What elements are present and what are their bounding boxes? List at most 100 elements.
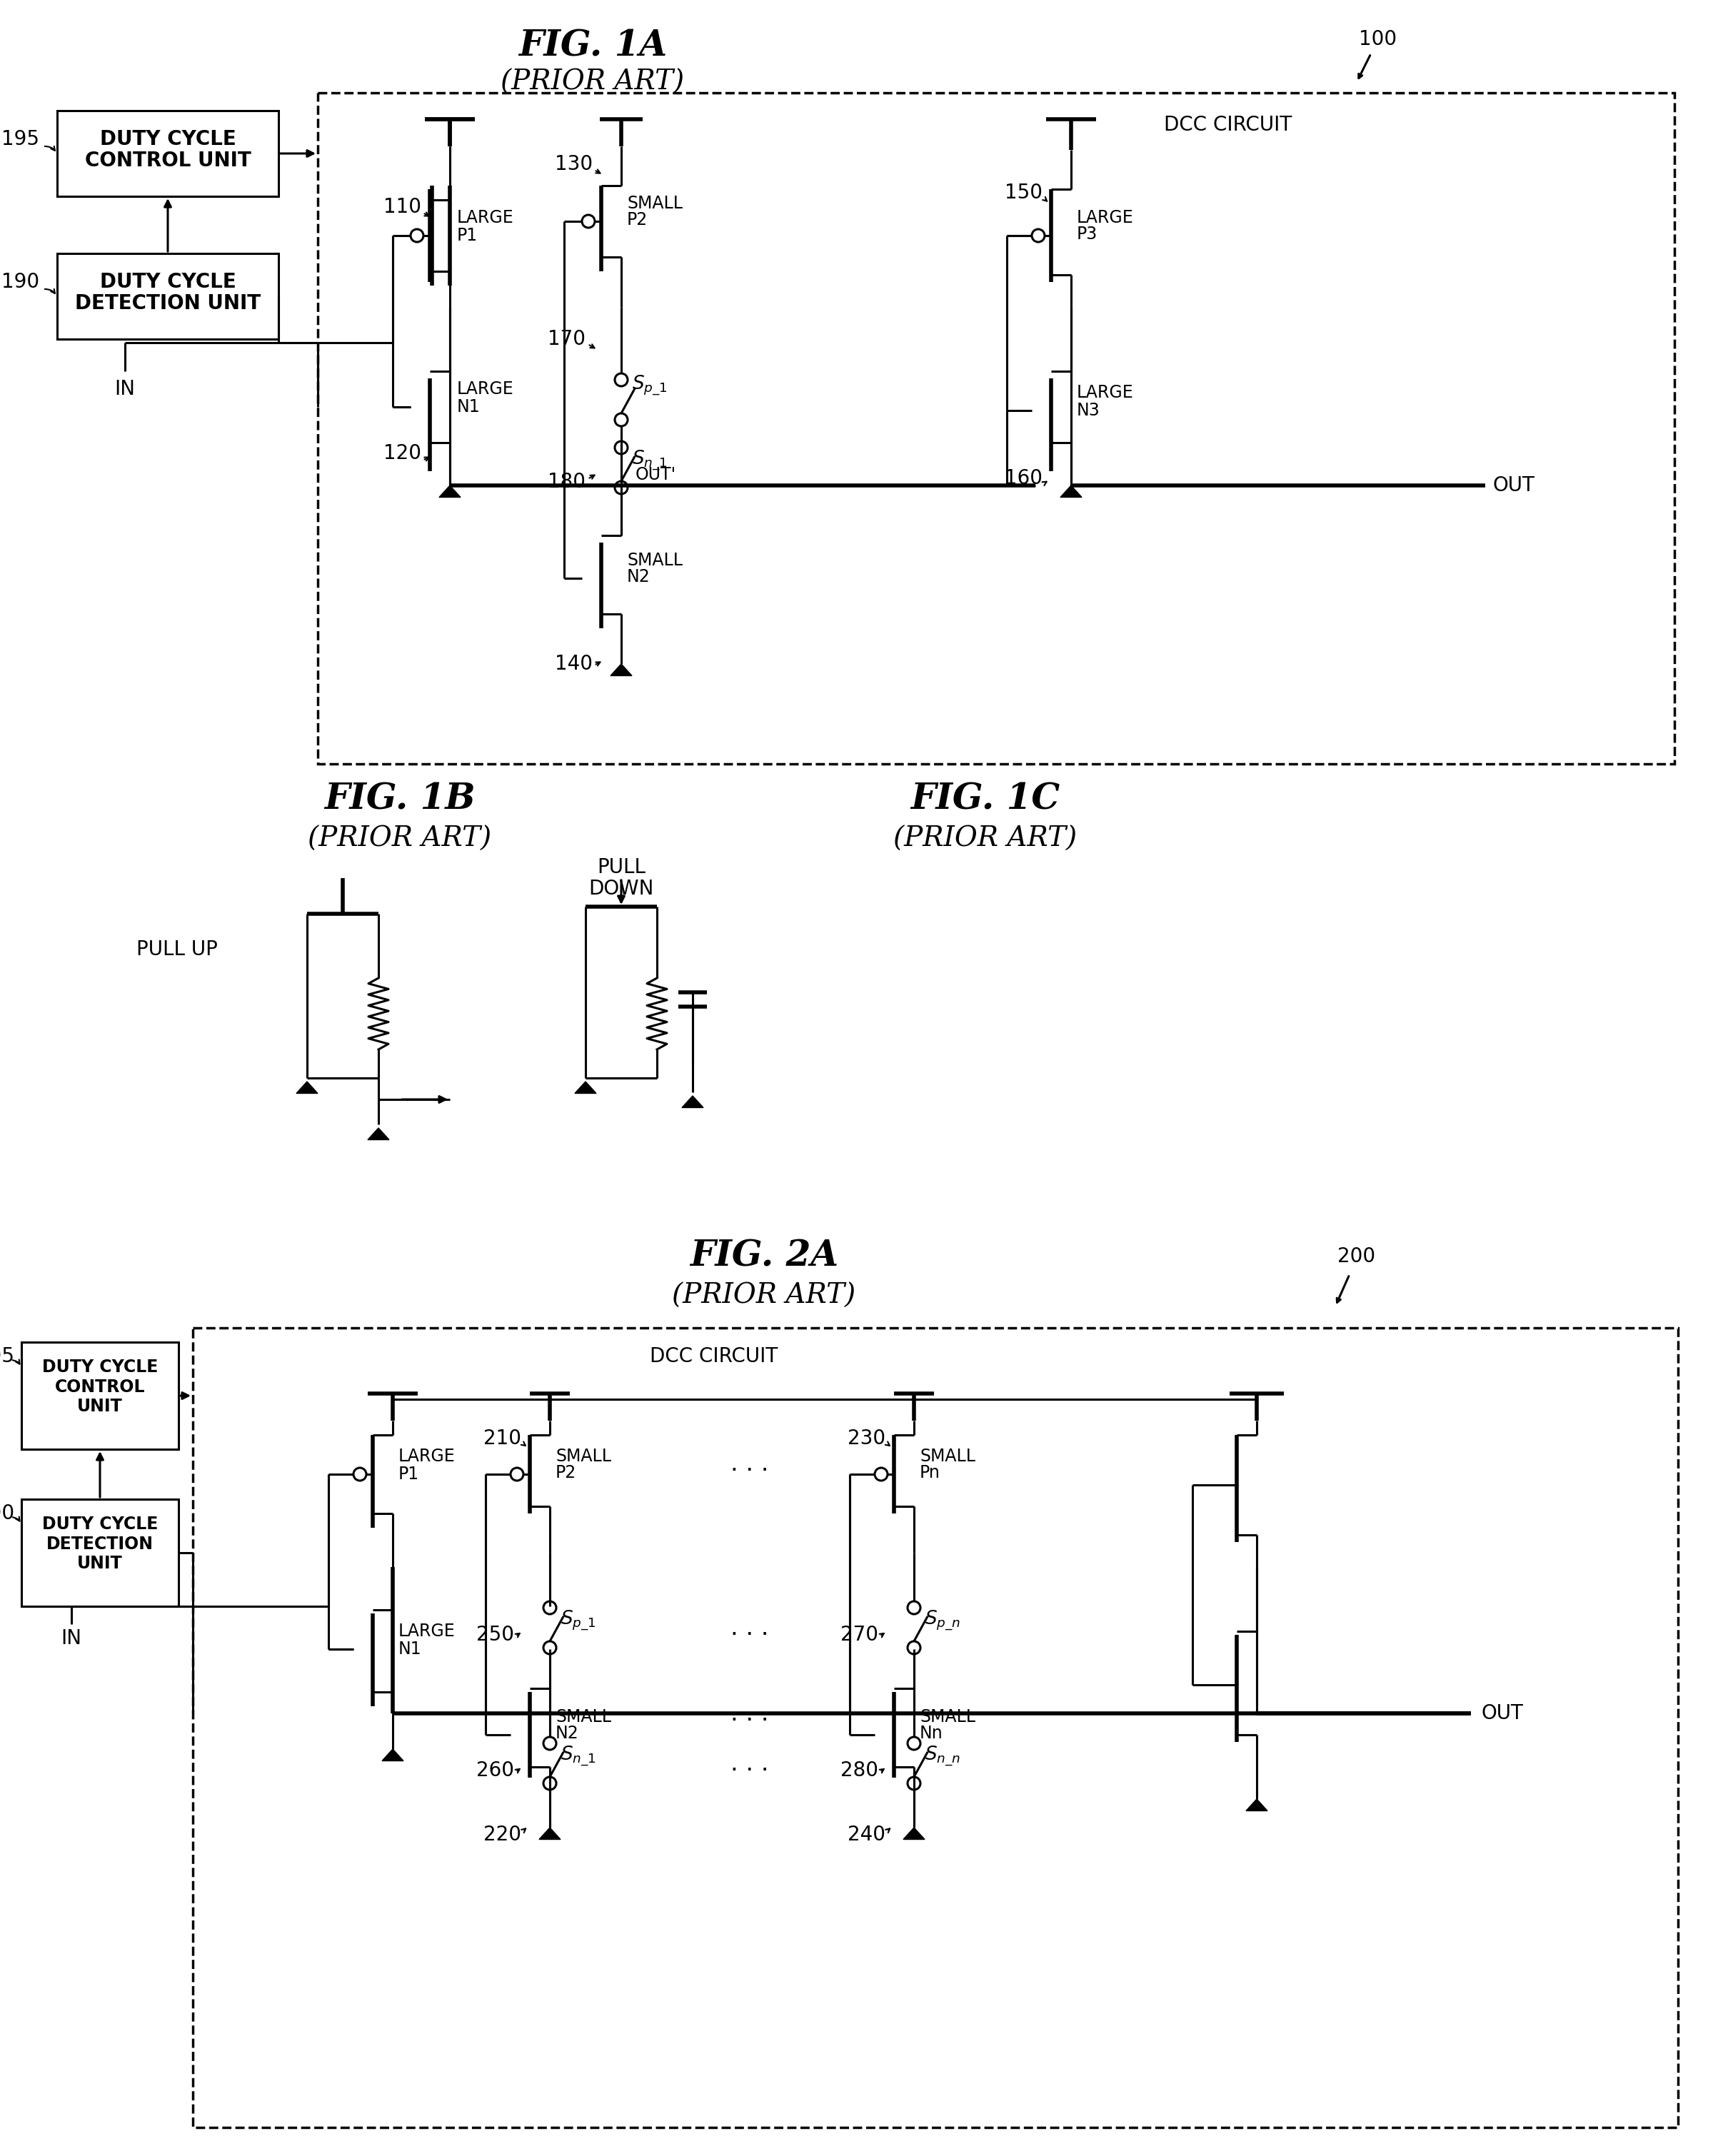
Text: 210: 210 xyxy=(484,1429,522,1449)
Bar xyxy=(57,254,279,338)
Polygon shape xyxy=(296,1082,317,1093)
Text: IN: IN xyxy=(61,1628,81,1649)
Text: Nn: Nn xyxy=(920,1725,943,1742)
Text: DUTY CYCLE: DUTY CYCLE xyxy=(101,272,236,291)
Text: SMALL: SMALL xyxy=(920,1708,976,1725)
Text: Pn: Pn xyxy=(920,1464,941,1481)
Text: (PRIOR ART): (PRIOR ART) xyxy=(894,826,1078,852)
Text: DUTY CYCLE: DUTY CYCLE xyxy=(42,1358,158,1376)
Text: $S_{p\_n}$: $S_{p\_n}$ xyxy=(925,1608,960,1632)
Text: . . .: . . . xyxy=(731,1451,769,1475)
Text: DETECTION: DETECTION xyxy=(47,1535,154,1552)
Text: 170: 170 xyxy=(548,330,586,349)
Text: LARGE: LARGE xyxy=(458,379,515,397)
Text: 110: 110 xyxy=(383,196,421,218)
Text: $S_{n\_n}$: $S_{n\_n}$ xyxy=(925,1744,960,1768)
Text: DCC CIRCUIT: DCC CIRCUIT xyxy=(650,1348,778,1367)
Text: CONTROL: CONTROL xyxy=(55,1378,146,1395)
Text: 120: 120 xyxy=(383,444,421,464)
Text: P3: P3 xyxy=(1076,226,1097,244)
Text: SMALL: SMALL xyxy=(920,1449,976,1464)
Text: 270: 270 xyxy=(841,1626,879,1645)
Bar xyxy=(317,93,1674,763)
Text: UNIT: UNIT xyxy=(78,1397,123,1414)
Text: FIG. 1A: FIG. 1A xyxy=(518,28,667,65)
Text: 140: 140 xyxy=(555,653,593,675)
Polygon shape xyxy=(681,1095,704,1108)
Text: 295: 295 xyxy=(0,1348,14,1367)
Text: P2: P2 xyxy=(556,1464,577,1481)
Text: 250: 250 xyxy=(477,1626,515,1645)
Text: 190: 190 xyxy=(2,272,40,291)
Polygon shape xyxy=(367,1128,390,1141)
Text: LARGE: LARGE xyxy=(1076,209,1133,226)
Text: OUT: OUT xyxy=(1492,476,1534,496)
Text: 230: 230 xyxy=(847,1429,886,1449)
Text: $S_{n\_1}$: $S_{n\_1}$ xyxy=(560,1744,596,1768)
Text: PULL: PULL xyxy=(596,858,645,877)
Text: N2: N2 xyxy=(627,569,650,586)
Text: 220: 220 xyxy=(484,1824,522,1846)
Text: N3: N3 xyxy=(1076,401,1100,418)
Text: 130: 130 xyxy=(555,155,593,175)
Text: FIG. 2A: FIG. 2A xyxy=(690,1240,839,1274)
Polygon shape xyxy=(610,664,633,675)
Text: LARGE: LARGE xyxy=(458,209,515,226)
Text: LARGE: LARGE xyxy=(1076,384,1133,401)
Text: DETECTION UNIT: DETECTION UNIT xyxy=(75,293,260,313)
Text: 160: 160 xyxy=(1005,468,1043,487)
Polygon shape xyxy=(1246,1798,1267,1811)
Text: 195: 195 xyxy=(2,129,40,149)
Bar xyxy=(21,1343,178,1449)
Bar xyxy=(192,1328,1678,2128)
Text: 240: 240 xyxy=(847,1824,886,1846)
Text: DOWN: DOWN xyxy=(589,880,653,899)
Text: P2: P2 xyxy=(627,211,648,229)
Text: 200: 200 xyxy=(1338,1246,1376,1266)
Text: 280: 280 xyxy=(841,1761,879,1781)
Text: P1: P1 xyxy=(399,1466,419,1483)
Text: DUTY CYCLE: DUTY CYCLE xyxy=(42,1516,158,1533)
Text: 260: 260 xyxy=(477,1761,515,1781)
Text: P1: P1 xyxy=(458,226,478,244)
Text: N1: N1 xyxy=(399,1641,421,1658)
Text: UNIT: UNIT xyxy=(78,1554,123,1572)
Text: N2: N2 xyxy=(556,1725,579,1742)
Text: $S_{n\_1}$: $S_{n\_1}$ xyxy=(633,448,667,472)
Text: SMALL: SMALL xyxy=(627,194,683,211)
Text: FIG. 1B: FIG. 1B xyxy=(324,783,475,817)
Text: DUTY CYCLE: DUTY CYCLE xyxy=(101,129,236,149)
Text: . . .: . . . xyxy=(731,1617,769,1639)
Polygon shape xyxy=(903,1828,925,1839)
Text: N1: N1 xyxy=(458,399,480,416)
Text: CONTROL UNIT: CONTROL UNIT xyxy=(85,151,251,170)
Polygon shape xyxy=(381,1749,404,1761)
Text: (PRIOR ART): (PRIOR ART) xyxy=(501,69,685,95)
Polygon shape xyxy=(1061,485,1081,498)
Text: IN: IN xyxy=(114,379,135,399)
Text: 150: 150 xyxy=(1005,183,1043,203)
Text: $S_{p\_1}$: $S_{p\_1}$ xyxy=(560,1608,596,1632)
Text: $S_{p\_1}$: $S_{p\_1}$ xyxy=(633,373,667,397)
Text: . . .: . . . xyxy=(731,1701,769,1725)
Text: LARGE: LARGE xyxy=(399,1623,456,1641)
Polygon shape xyxy=(438,485,461,498)
Text: SMALL: SMALL xyxy=(556,1708,612,1725)
Text: SMALL: SMALL xyxy=(556,1449,612,1464)
Text: OUT': OUT' xyxy=(636,466,676,483)
Bar xyxy=(21,1498,178,1606)
Text: . . .: . . . xyxy=(731,1751,769,1774)
Text: (PRIOR ART): (PRIOR ART) xyxy=(308,826,492,852)
Text: OUT: OUT xyxy=(1482,1703,1523,1723)
Text: 180: 180 xyxy=(548,472,586,492)
Text: DCC CIRCUIT: DCC CIRCUIT xyxy=(1165,114,1293,136)
Polygon shape xyxy=(539,1828,560,1839)
Text: (PRIOR ART): (PRIOR ART) xyxy=(672,1283,856,1309)
Text: 100: 100 xyxy=(1359,30,1397,50)
Text: SMALL: SMALL xyxy=(627,552,683,569)
Polygon shape xyxy=(575,1082,596,1093)
Bar xyxy=(57,110,279,196)
Text: FIG. 1C: FIG. 1C xyxy=(912,783,1061,817)
Text: 290: 290 xyxy=(0,1503,14,1524)
Text: PULL UP: PULL UP xyxy=(137,940,218,959)
